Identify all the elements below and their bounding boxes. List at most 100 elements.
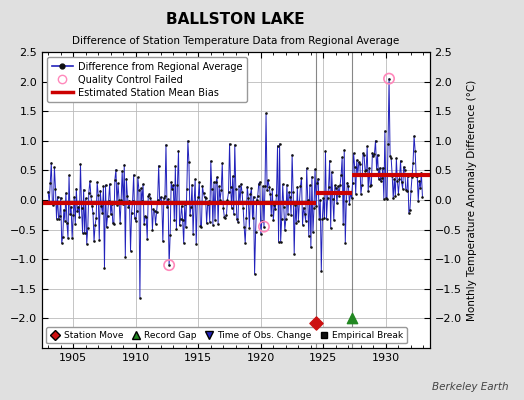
Point [120, 162, 128, 168]
Point [134, 174, 142, 180]
Point [289, 188, 297, 195]
Point [366, 182, 375, 189]
Point [270, 202, 279, 208]
Point [116, 220, 124, 226]
Point [186, 212, 194, 219]
Point [222, 212, 231, 218]
Point [332, 185, 340, 192]
Point [277, 239, 285, 246]
Point [386, 153, 394, 159]
Point [132, 218, 140, 224]
Point [199, 190, 208, 196]
Point [202, 220, 211, 227]
Point [149, 206, 158, 213]
Point [183, 186, 191, 192]
Point [231, 142, 239, 148]
Point [234, 219, 242, 225]
Point [365, 165, 374, 171]
Point [88, 202, 96, 209]
Point [352, 190, 360, 197]
Point [392, 155, 400, 162]
Point [399, 164, 408, 170]
Point [220, 214, 228, 220]
Point [348, 180, 357, 186]
Point [321, 148, 330, 154]
Point [329, 195, 337, 202]
Point [56, 213, 64, 220]
Point [166, 232, 174, 238]
Point [143, 236, 151, 242]
Point [204, 198, 213, 205]
Point [250, 271, 259, 277]
Point [212, 179, 220, 186]
Point [262, 110, 270, 116]
Point [373, 166, 381, 172]
Point [66, 211, 74, 217]
Point [223, 196, 232, 203]
Point [314, 175, 322, 182]
Point [205, 219, 214, 225]
Point [180, 240, 188, 246]
Point [113, 202, 121, 208]
Point [194, 194, 202, 200]
Point [355, 159, 363, 165]
Point [245, 225, 254, 231]
Point [302, 165, 311, 172]
Point [254, 193, 262, 200]
Point [108, 220, 117, 226]
Point [354, 171, 362, 177]
Point [284, 211, 292, 218]
Point [75, 213, 84, 220]
Point [253, 197, 261, 203]
Point [105, 181, 114, 187]
Point [154, 196, 162, 203]
Point [209, 222, 217, 228]
Point [224, 189, 233, 196]
Point [170, 217, 179, 224]
Point [279, 181, 287, 188]
Point [385, 76, 393, 82]
Point [161, 193, 169, 200]
Point [227, 205, 236, 211]
Point [246, 191, 255, 197]
Point [323, 194, 332, 201]
Point [192, 241, 200, 248]
Point [49, 202, 58, 208]
Point [182, 224, 190, 230]
Point [130, 214, 139, 221]
Point [94, 192, 102, 198]
Point [118, 168, 126, 174]
Point [217, 186, 225, 193]
Point [57, 194, 65, 201]
Point [325, 157, 334, 164]
Point [92, 215, 100, 222]
Point [148, 226, 157, 233]
Point [152, 208, 161, 215]
Point [263, 187, 271, 193]
Point [214, 221, 222, 228]
Point [415, 178, 423, 184]
Point [114, 180, 122, 186]
Point [403, 173, 412, 179]
Point [259, 183, 267, 190]
Point [339, 220, 347, 227]
Point [394, 190, 402, 197]
Point [335, 192, 343, 199]
Point [95, 236, 103, 243]
Point [185, 159, 193, 165]
Point [91, 222, 99, 228]
Point [252, 228, 260, 235]
Point [82, 195, 90, 202]
Point [400, 166, 409, 173]
Point [269, 217, 278, 224]
Point [228, 173, 237, 179]
Point [211, 216, 219, 223]
Point [184, 138, 192, 144]
Text: Berkeley Earth: Berkeley Earth [432, 382, 508, 392]
Point [417, 170, 425, 176]
Point [411, 148, 419, 154]
Point [291, 202, 299, 208]
Point [375, 176, 383, 182]
Point [293, 184, 301, 190]
Point [391, 193, 399, 200]
